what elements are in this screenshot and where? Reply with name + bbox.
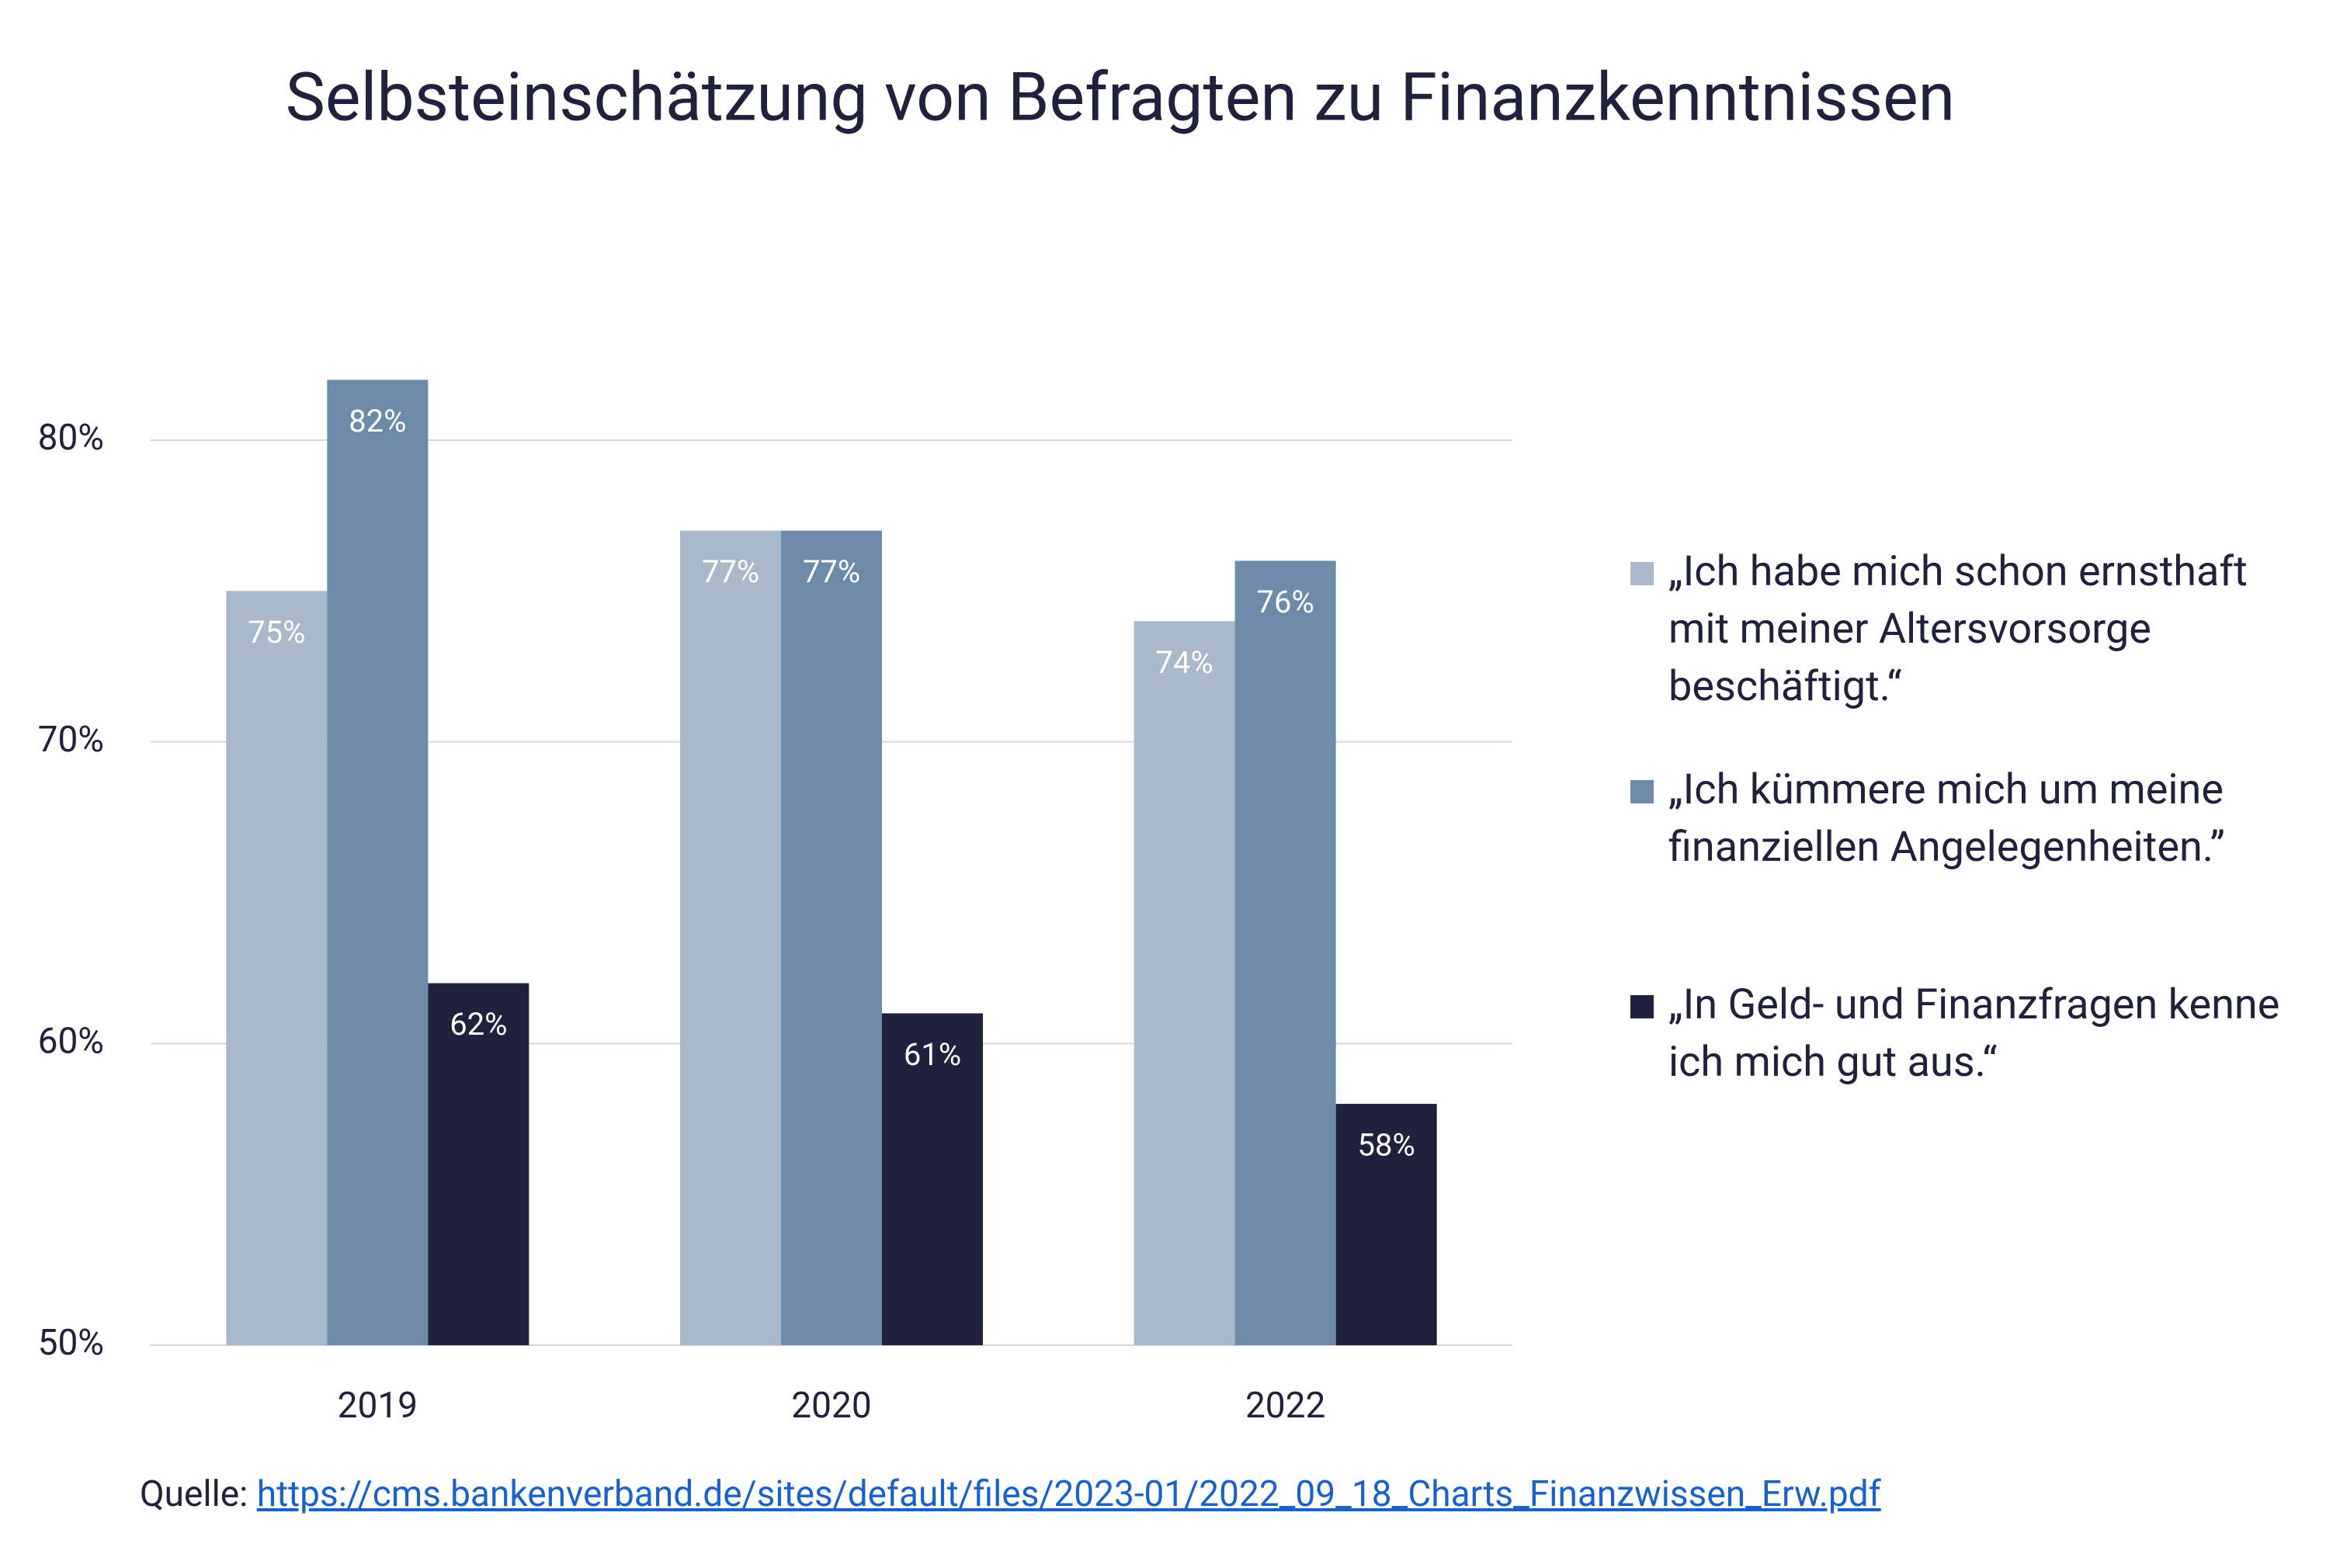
- source-label: Quelle:: [140, 1473, 248, 1515]
- bar: [781, 530, 882, 1345]
- value-label: 58%: [1358, 1127, 1415, 1164]
- y-tick-label: 60%: [38, 1020, 104, 1062]
- bar: [1234, 560, 1336, 1345]
- legend-item: „Ich kümmere mich um meine finanziellen …: [1630, 761, 2314, 876]
- legend-swatch: [1630, 562, 1654, 585]
- bar: [428, 983, 529, 1345]
- legend-label: „In Geld- und Finanzfragen kenne ich mic…: [1668, 980, 2280, 1087]
- source-link[interactable]: https://cms.bankenverband.de/sites/defau…: [256, 1473, 1881, 1515]
- value-label: 77%: [702, 553, 759, 590]
- y-tick-label: 80%: [38, 417, 104, 459]
- value-label: 76%: [1257, 584, 1314, 620]
- x-tick-label: 2022: [1245, 1385, 1325, 1427]
- source: Quelle: https://cms.bankenverband.de/sit…: [140, 1473, 1881, 1515]
- legend-item: „In Geld- und Finanzfragen kenne ich mic…: [1630, 977, 2314, 1091]
- x-tick-label: 2019: [338, 1385, 418, 1427]
- value-label: 61%: [904, 1036, 961, 1073]
- value-label: 74%: [1156, 644, 1213, 681]
- legend-swatch: [1630, 995, 1654, 1018]
- x-tick-label: 2020: [791, 1385, 871, 1427]
- bar: [680, 530, 781, 1345]
- legend-label: „Ich kümmere mich um meine finanziellen …: [1668, 765, 2225, 872]
- value-label: 62%: [450, 1006, 507, 1042]
- value-label: 77%: [803, 553, 860, 590]
- bar: [327, 380, 429, 1346]
- legend-swatch: [1630, 780, 1654, 803]
- bar: [1335, 1104, 1437, 1345]
- y-tick-label: 70%: [38, 719, 104, 761]
- legend-item: „Ich habe mich schon ernsthaft mit meine…: [1630, 543, 2314, 716]
- value-label: 82%: [349, 403, 406, 439]
- bar: [882, 1013, 983, 1345]
- chart-title: Selbsteinschätzung von Befragten zu Fina…: [286, 58, 1955, 137]
- value-label: 75%: [248, 614, 305, 650]
- bar: [1134, 621, 1235, 1345]
- bar: [226, 591, 328, 1345]
- legend-label: „Ich habe mich schon ernsthaft mit meine…: [1668, 547, 2248, 711]
- y-tick-label: 50%: [38, 1322, 104, 1364]
